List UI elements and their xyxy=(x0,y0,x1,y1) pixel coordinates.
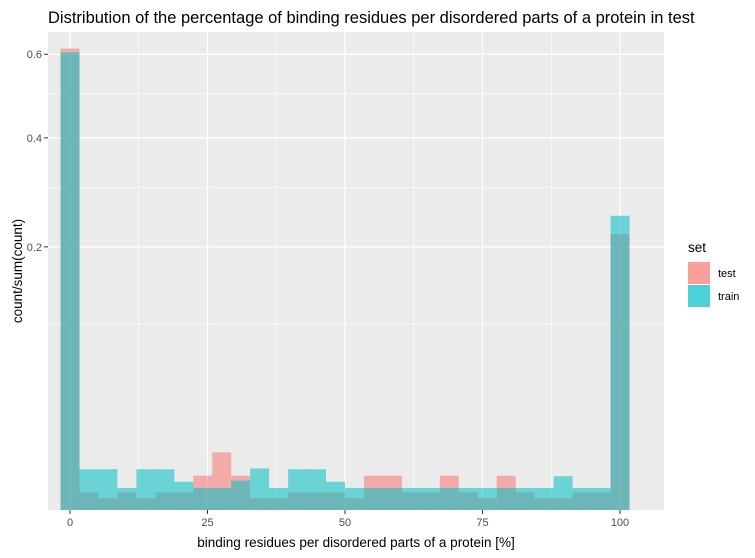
bar-train xyxy=(439,487,459,510)
bar-train xyxy=(117,487,137,510)
bar-train xyxy=(345,487,364,510)
bar-train xyxy=(534,487,554,510)
legend-title: set xyxy=(688,240,706,255)
legend-swatch-test xyxy=(688,262,710,284)
bar-train xyxy=(231,480,251,510)
bar-train xyxy=(591,487,611,510)
legend-swatch-train xyxy=(688,285,710,307)
bar-train xyxy=(212,487,232,510)
bar-train xyxy=(572,487,592,510)
bar-train xyxy=(477,487,497,510)
bar-train xyxy=(174,481,194,510)
x-tick-label: 0 xyxy=(67,517,73,529)
x-tick-label: 100 xyxy=(611,517,629,529)
chart-title: Distribution of the percentage of bindin… xyxy=(48,9,695,27)
bar-train xyxy=(420,487,440,510)
x-tick-label: 25 xyxy=(201,517,213,529)
bar-train xyxy=(363,487,383,510)
bar-train xyxy=(458,487,478,510)
bar-train xyxy=(553,476,573,510)
y-tick-label: 0.6 xyxy=(27,49,42,61)
axes-layer: 0 25 50 75 100 0.2 0.4 0.6 xyxy=(27,49,629,529)
x-tick-label: 50 xyxy=(339,517,351,529)
plot-panel xyxy=(48,32,664,510)
y-tick-label: 0.4 xyxy=(27,133,42,145)
bars-layer xyxy=(60,48,630,510)
legend-label-test: test xyxy=(718,268,736,280)
bar-train xyxy=(155,469,175,510)
bar-train xyxy=(515,487,535,510)
bar-train xyxy=(288,469,308,510)
y-axis-title: count/sum(count) xyxy=(10,219,25,323)
bar-train xyxy=(98,469,118,510)
bar-train xyxy=(496,487,516,510)
bar-train xyxy=(401,487,421,510)
bar-train xyxy=(136,469,156,510)
bar-train xyxy=(193,487,213,510)
bar-train xyxy=(382,487,402,510)
x-tick-label: 75 xyxy=(476,517,488,529)
bar-train xyxy=(610,215,630,510)
bar-train xyxy=(307,469,327,510)
bar-train xyxy=(326,481,345,510)
x-axis-title: binding residues per disordered parts of… xyxy=(197,535,514,550)
legend: set test train xyxy=(688,240,739,307)
legend-label-train: train xyxy=(718,291,739,303)
bar-train xyxy=(269,487,289,510)
bar-train xyxy=(79,469,99,510)
y-tick-label: 0.2 xyxy=(27,242,42,254)
bar-train xyxy=(250,468,270,510)
bar-train xyxy=(60,52,80,510)
